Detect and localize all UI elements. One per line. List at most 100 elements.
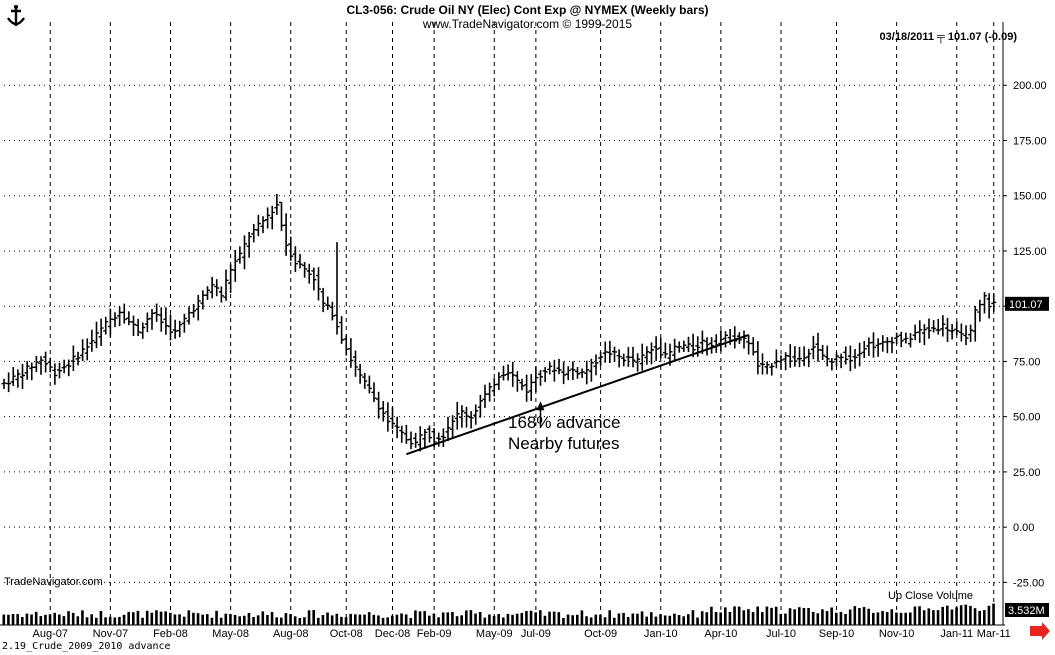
volume-bar: [682, 616, 685, 625]
volume-bar: [802, 607, 806, 625]
volume-bar: [941, 606, 944, 625]
volume-bar: [784, 613, 787, 625]
volume-bar: [918, 606, 921, 625]
volume-last-box: [1005, 603, 1049, 617]
volume-bar: [25, 613, 29, 625]
volume-bars: [2, 603, 995, 625]
volume-bar: [830, 607, 833, 625]
volume-bar: [872, 612, 875, 625]
volume-bar: [585, 616, 588, 625]
volume-bar: [737, 606, 741, 625]
volume-bar: [233, 614, 237, 625]
volume-bar: [488, 614, 491, 625]
grid-lines: [0, 22, 1005, 626]
volume-bar: [728, 611, 732, 625]
volume-bar: [11, 614, 15, 625]
volume-bar: [770, 607, 773, 625]
volume-bar: [48, 614, 52, 625]
volume-bar: [67, 611, 70, 625]
volume-bar: [904, 612, 907, 625]
x-tick-label: Aug-08: [273, 628, 308, 640]
volume-bar: [182, 616, 186, 625]
volume-bar: [215, 610, 218, 625]
volume-bar: [599, 614, 602, 625]
volume-bar: [317, 617, 320, 625]
volume-bar: [155, 610, 158, 625]
volume-bar: [950, 609, 954, 625]
x-tick-label: Sep-10: [819, 628, 854, 640]
volume-bar: [53, 612, 56, 625]
trendline: [406, 333, 749, 456]
watermark: TradeNavigator.com: [4, 576, 103, 588]
x-tick-label: Jan-11: [940, 628, 973, 640]
volume-bar: [340, 616, 343, 625]
volume-bar: [525, 611, 528, 625]
volume-bar: [469, 610, 473, 625]
x-tick-label: Apr-10: [704, 628, 737, 640]
volume-bar: [224, 613, 228, 625]
volume-bar: [922, 610, 926, 625]
volume-bar: [99, 611, 103, 625]
scroll-right-arrow-icon: [1030, 622, 1050, 640]
volume-bar: [511, 614, 514, 625]
volume-bar: [372, 614, 376, 625]
annotation-arrowhead-icon: [536, 401, 545, 411]
volume-bar: [913, 606, 917, 625]
volume-bar: [432, 613, 436, 625]
volume-bar: [437, 617, 440, 625]
y-tick-label: 175.00: [1013, 135, 1047, 147]
volume-bar: [395, 614, 399, 625]
volume-bar: [774, 606, 778, 625]
volume-bar: [39, 616, 43, 625]
x-tick-label: Oct-09: [584, 628, 617, 640]
volume-bar: [423, 611, 426, 625]
volume-bar: [312, 610, 315, 625]
volume-bar: [132, 612, 135, 625]
volume-bar: [76, 616, 80, 625]
volume-bar: [108, 616, 112, 625]
volume-bar: [451, 611, 454, 625]
volume-bar: [386, 617, 389, 625]
volume-bar: [811, 611, 815, 625]
volume-bar: [779, 613, 783, 625]
volume-bar: [502, 617, 505, 625]
volume-bar: [589, 617, 593, 625]
last-quote: 03/18/2011 ╤ 101.07 (-0.09): [879, 31, 1017, 43]
volume-bar: [761, 612, 764, 625]
volume-bar: [724, 607, 727, 625]
volume-bar: [687, 614, 690, 625]
volume-bar: [742, 610, 746, 625]
price-bars: [1, 193, 997, 452]
volume-bar: [668, 615, 672, 625]
volume-bar: [844, 613, 847, 625]
x-tick-label: Aug-07: [33, 628, 68, 640]
volume-bar: [266, 614, 269, 625]
volume-bar: [955, 607, 958, 625]
volume-bar: [229, 614, 232, 625]
volume-bar: [890, 609, 894, 625]
volume-bar: [90, 614, 93, 625]
x-tick-label: Jul-10: [766, 628, 796, 640]
volume-bar: [164, 611, 167, 625]
volume-bar: [178, 614, 181, 625]
volume-bar: [552, 611, 556, 625]
volume-bar: [377, 615, 380, 625]
volume-bar: [400, 613, 403, 625]
volume-bar: [127, 611, 130, 625]
volume-bar: [608, 610, 611, 625]
last-price-label: 101.07: [1009, 299, 1043, 311]
volume-bar: [617, 613, 621, 625]
volume-bar: [946, 605, 949, 625]
volume-bar: [959, 605, 963, 625]
volume-bar: [534, 612, 537, 625]
volume-bar: [275, 617, 278, 625]
volume-bar: [992, 603, 995, 625]
volume-bar: [631, 613, 635, 625]
volume-bar: [321, 615, 325, 625]
volume-bar: [626, 616, 630, 625]
volume-bar: [876, 612, 880, 625]
volume-bar: [710, 606, 713, 625]
volume-bar: [506, 613, 510, 625]
volume-bar: [719, 612, 722, 625]
